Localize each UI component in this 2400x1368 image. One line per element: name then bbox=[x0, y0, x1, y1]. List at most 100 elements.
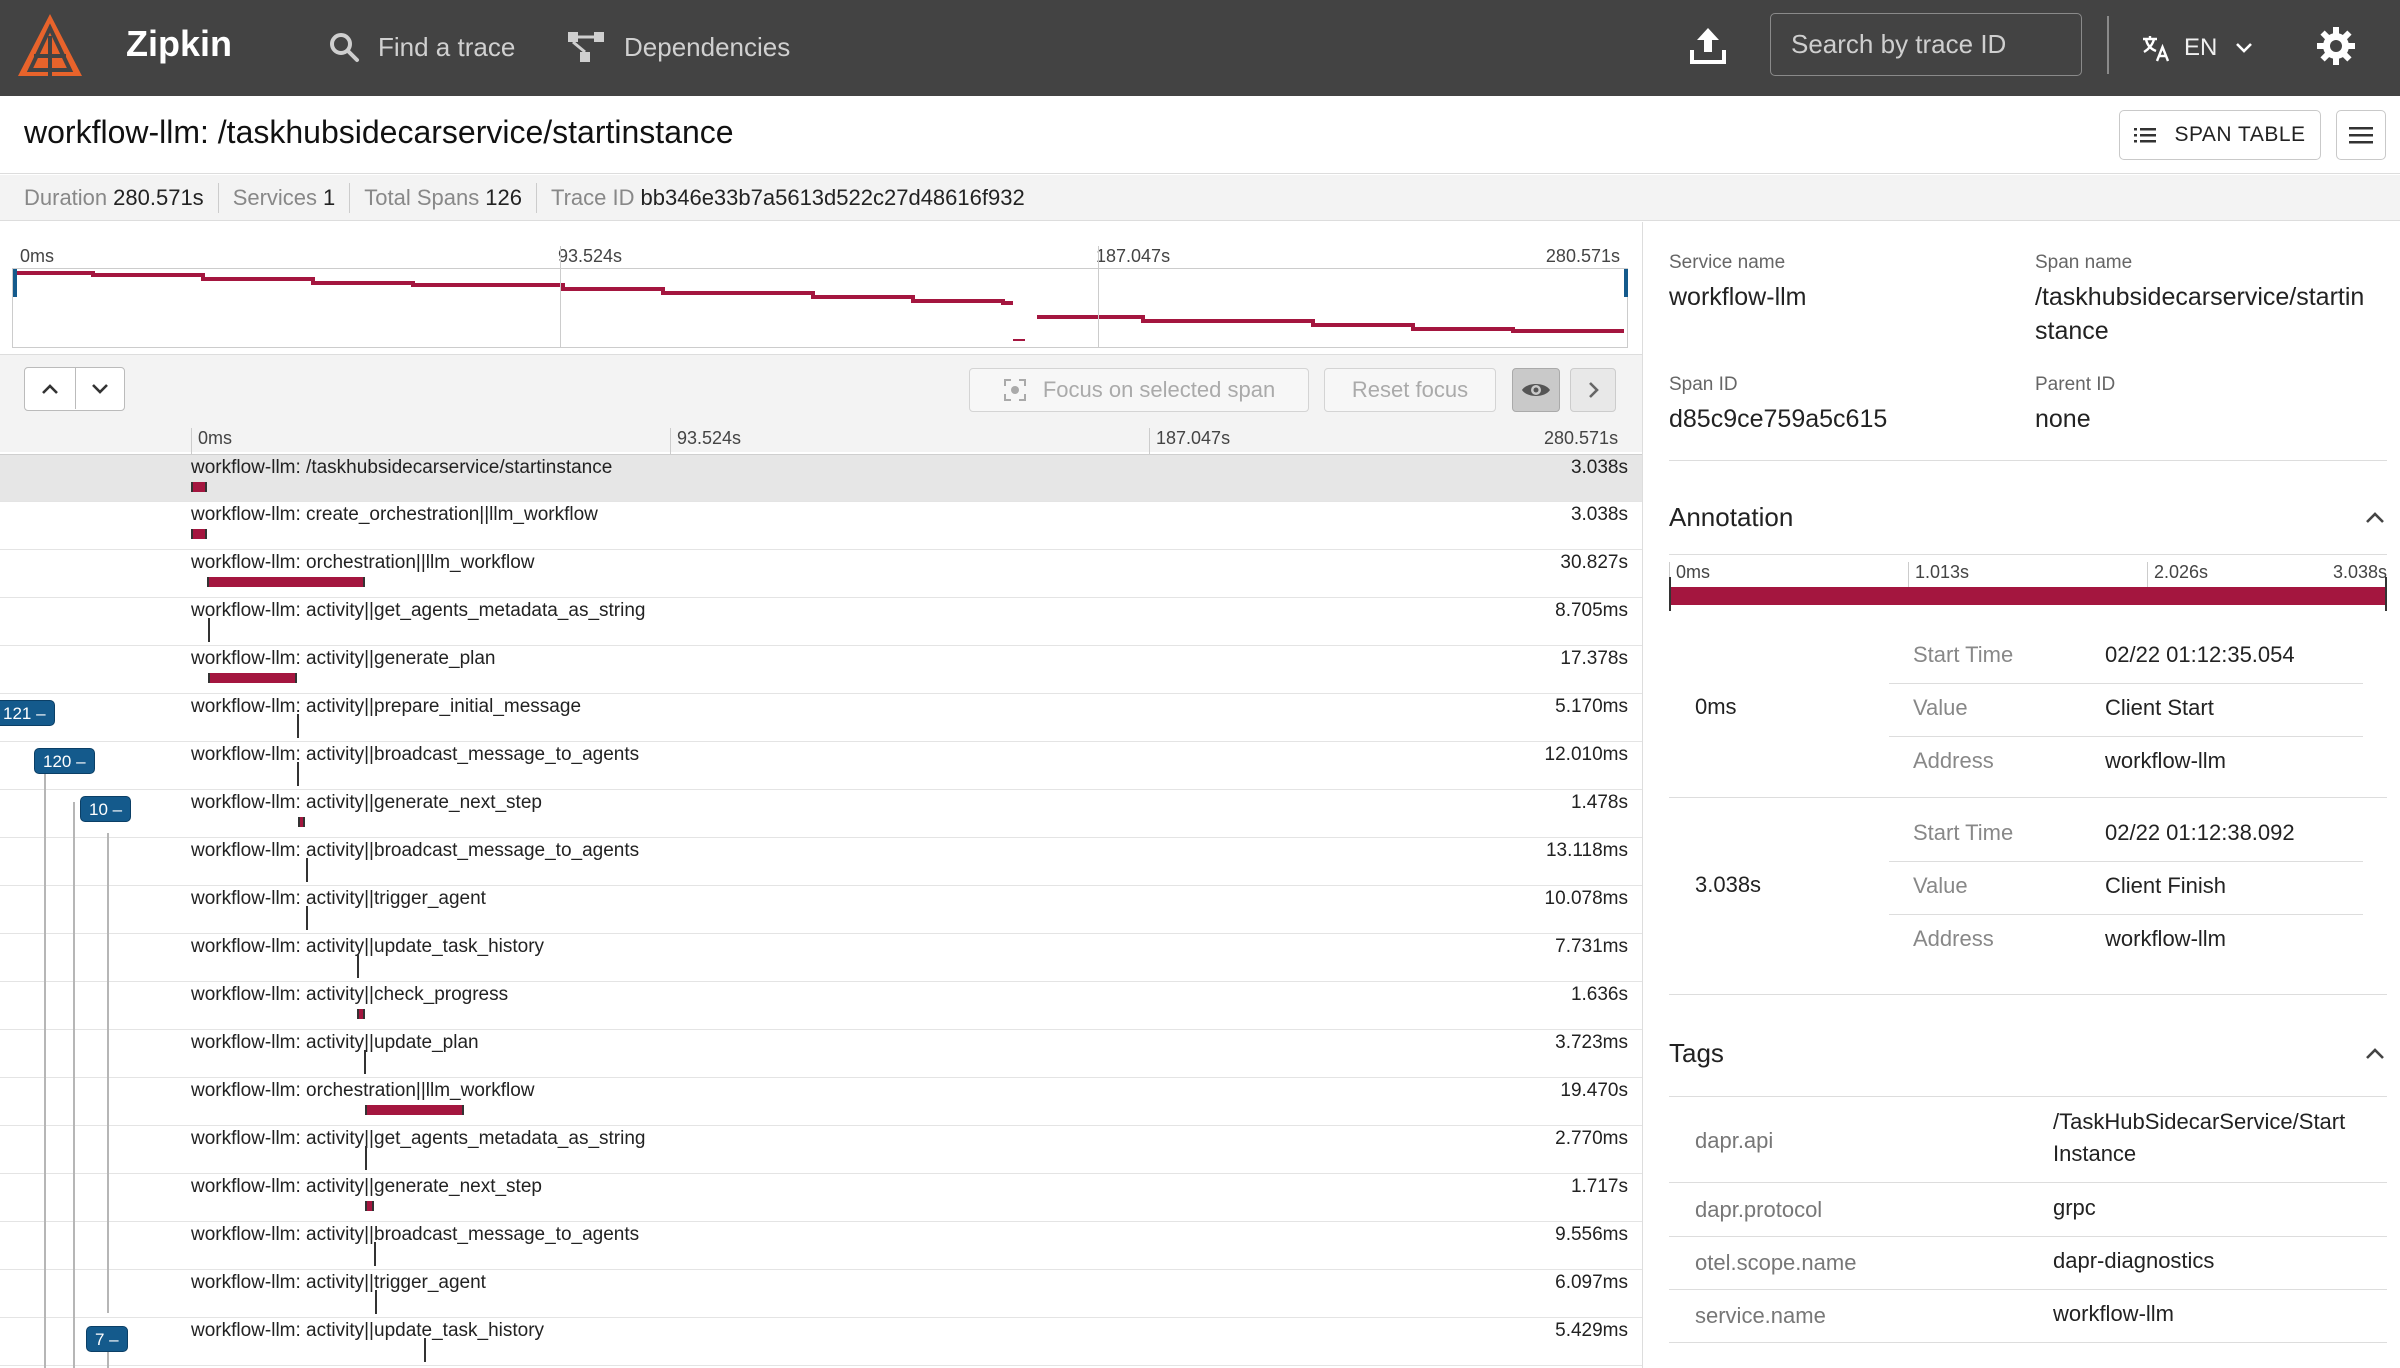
annotation-axis: 0ms 1.013s 2.026s 3.038s bbox=[1669, 562, 2387, 592]
minimap-left-handle bbox=[13, 269, 17, 297]
span-row[interactable]: workflow-llm: activity||broadcast_messag… bbox=[0, 742, 1642, 790]
annotation-address-value: workflow-llm bbox=[2105, 748, 2226, 773]
span-row[interactable]: workflow-llm: activity||trigger_agent 10.… bbox=[0, 886, 1642, 934]
span-row[interactable]: workflow-llm: activity||update_plan 3.723… bbox=[0, 1030, 1642, 1078]
span-name-value-line2: stance bbox=[2035, 317, 2109, 345]
divider bbox=[1669, 1236, 2387, 1237]
eye-icon bbox=[1522, 384, 1550, 396]
span-row[interactable]: workflow-llm: activity||generate_next_st… bbox=[0, 790, 1642, 838]
divider bbox=[1669, 1096, 2387, 1097]
chevron-up-icon bbox=[41, 383, 58, 394]
search-icon bbox=[330, 33, 359, 62]
span-row[interactable]: workflow-llm: activity||get_agents_metad… bbox=[0, 598, 1642, 646]
span-bar bbox=[206, 577, 365, 587]
tag-key: otel.scope.name bbox=[1695, 1250, 1857, 1275]
next-span-button[interactable] bbox=[74, 368, 125, 409]
span-duration: 8.705ms bbox=[1555, 600, 1628, 621]
span-table-button[interactable]: SPAN TABLE bbox=[2119, 110, 2321, 160]
timeline-tick: 0ms bbox=[191, 428, 232, 454]
span-name: workflow-llm: orchestration||llm_workflo… bbox=[191, 552, 535, 573]
chevron-up-icon[interactable] bbox=[2361, 1040, 2389, 1068]
minimap-trace-line bbox=[17, 271, 1013, 305]
divider bbox=[1889, 736, 2363, 737]
span-collapse-badge[interactable]: 10 – bbox=[80, 796, 132, 822]
nav-find-trace-label: Find a trace bbox=[378, 31, 516, 62]
tags-section-title[interactable]: Tags bbox=[1669, 1038, 1724, 1068]
minimap-tick: 93.524s bbox=[558, 246, 623, 266]
minimap-tick: 0ms bbox=[20, 246, 55, 266]
annotation-section-title[interactable]: Annotation bbox=[1669, 502, 1794, 532]
span-bar bbox=[305, 906, 308, 930]
reset-focus-button[interactable]: Reset focus bbox=[1324, 368, 1496, 412]
annotation-span-bar bbox=[1669, 587, 2387, 605]
annotation-address-label: Address bbox=[1913, 926, 1994, 951]
timeline-tick: 187.047s bbox=[1149, 428, 1230, 454]
span-row[interactable]: workflow-llm: activity||prepare_initial_… bbox=[0, 694, 1642, 742]
span-bar bbox=[191, 529, 207, 539]
annotation-time: 3.038s bbox=[1695, 872, 1762, 897]
span-row[interactable]: workflow-llm: /taskhubsidecarservice/sta… bbox=[0, 454, 1642, 502]
toggle-visibility-button[interactable] bbox=[1512, 368, 1560, 412]
annotation-value: Client Start bbox=[2105, 695, 2214, 720]
span-name: workflow-llm: /taskhubsidecarservice/sta… bbox=[191, 457, 613, 478]
chevron-up-icon[interactable] bbox=[2361, 504, 2389, 532]
annotation-marker[interactable] bbox=[2385, 577, 2387, 611]
tag-value: /TaskHubSidecarService/Start bbox=[2053, 1109, 2346, 1134]
brand-name[interactable]: Zipkin bbox=[126, 23, 232, 64]
span-name: workflow-llm: activity||broadcast_messag… bbox=[191, 840, 640, 861]
trace-id-search-input[interactable] bbox=[1770, 13, 2082, 76]
span-navigation-buttons bbox=[24, 367, 125, 411]
span-collapse-badge[interactable]: 120 – bbox=[34, 748, 95, 774]
span-name: workflow-llm: activity||generate_plan bbox=[191, 648, 496, 669]
span-row[interactable]: workflow-llm: activity||update_task_hist… bbox=[0, 934, 1642, 982]
trace-timeline-panel: 0ms 93.524s 187.047s 280.571s bbox=[0, 222, 1642, 1368]
upload-icon[interactable] bbox=[1686, 24, 1730, 68]
span-row[interactable]: workflow-llm: orchestration||llm_workflo… bbox=[0, 1078, 1642, 1126]
span-name: workflow-llm: activity||get_agents_metad… bbox=[191, 1128, 646, 1149]
span-collapse-badge[interactable]: 7 – bbox=[86, 1326, 128, 1352]
previous-span-button[interactable] bbox=[25, 368, 75, 409]
menu-button[interactable] bbox=[2336, 110, 2386, 160]
span-row[interactable]: workflow-llm: create_orchestration||llm_… bbox=[0, 502, 1642, 550]
span-collapse-badge[interactable]: 121 – bbox=[0, 700, 55, 726]
annotation-tick: 2.026s bbox=[2147, 562, 2208, 588]
span-duration: 7.731ms bbox=[1555, 936, 1628, 957]
span-row[interactable]: workflow-llm: activity||update_task_hist… bbox=[0, 1318, 1642, 1366]
span-row[interactable]: workflow-llm: orchestration||llm_workflo… bbox=[0, 550, 1642, 598]
span-row[interactable]: workflow-llm: activity||broadcast_messag… bbox=[0, 1222, 1642, 1270]
focus-selected-span-button[interactable]: Focus on selected span bbox=[969, 368, 1309, 412]
span-name-value-line1: /taskhubsidecarservice/startin bbox=[2035, 283, 2365, 311]
span-row[interactable]: workflow-llm: activity||trigger_agent 6.0… bbox=[0, 1270, 1642, 1318]
span-row[interactable]: workflow-llm: activity||generate_next_st… bbox=[0, 1174, 1642, 1222]
tag-key: service.name bbox=[1695, 1303, 1826, 1328]
nav-find-trace[interactable]: Find a trace bbox=[328, 24, 515, 70]
annotation-address-value: workflow-llm bbox=[2105, 926, 2226, 951]
language-selector[interactable]: EN bbox=[2140, 26, 2253, 70]
span-row[interactable]: workflow-llm: activity||generate_plan 17.… bbox=[0, 646, 1642, 694]
divider bbox=[1669, 797, 2387, 798]
span-bar bbox=[374, 1242, 377, 1266]
trace-summary: Duration 280.571s Services 1 Total Spans 12… bbox=[0, 175, 2400, 221]
minimap-canvas bbox=[12, 268, 1628, 348]
span-bar bbox=[297, 817, 306, 827]
span-bar bbox=[365, 1146, 368, 1170]
span-bar bbox=[296, 714, 299, 738]
zipkin-logo-icon[interactable] bbox=[14, 10, 86, 82]
span-name-label: Span name bbox=[2035, 252, 2133, 273]
settings-gear-icon[interactable] bbox=[2314, 24, 2358, 68]
header-divider bbox=[2107, 16, 2109, 74]
span-row[interactable]: workflow-llm: activity||get_agents_metad… bbox=[0, 1126, 1642, 1174]
divider bbox=[1669, 994, 2387, 995]
summary-total-spans: Total Spans 126 bbox=[364, 182, 537, 213]
nav-dependencies-label: Dependencies bbox=[624, 31, 791, 62]
trace-minimap[interactable]: 0ms 93.524s 187.047s 280.571s bbox=[12, 232, 1628, 562]
expand-detail-button[interactable] bbox=[1570, 368, 1616, 412]
dependencies-icon bbox=[568, 32, 604, 62]
span-row[interactable]: workflow-llm: activity||broadcast_messag… bbox=[0, 838, 1642, 886]
span-duration: 3.723ms bbox=[1555, 1032, 1628, 1053]
annotation-marker[interactable] bbox=[1669, 577, 1671, 611]
nav-dependencies[interactable]: Dependencies bbox=[566, 24, 790, 70]
span-duration: 1.636s bbox=[1570, 984, 1628, 1005]
minimap-trace-line-tail bbox=[1037, 315, 1624, 333]
span-row[interactable]: workflow-llm: activity||check_progress 1.… bbox=[0, 982, 1642, 1030]
